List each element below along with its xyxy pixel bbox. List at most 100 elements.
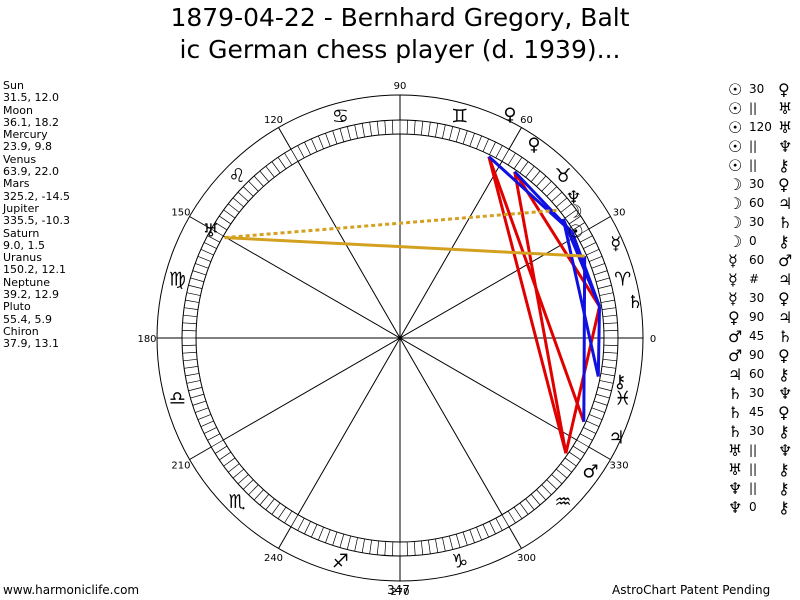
- aspect-symbol: 60: [749, 253, 765, 267]
- aspect-planet-2: ♀: [778, 175, 790, 194]
- degree-tick: [519, 161, 529, 174]
- aspect-line: [224, 236, 585, 258]
- position-value: 63.9, 22.0: [3, 165, 59, 179]
- degree-tick: [237, 191, 249, 202]
- degree-tick: [332, 531, 338, 546]
- degree-tick: [525, 498, 535, 511]
- degree-tick: [284, 152, 293, 166]
- degree-tick: [519, 502, 529, 515]
- degree-tick: [476, 135, 482, 149]
- sign-divider: [508, 127, 522, 150]
- degree-tick: [462, 531, 468, 546]
- degree-tick: [551, 474, 563, 485]
- degree-tick: [597, 387, 612, 392]
- degree-tick: [369, 122, 372, 137]
- zodiac-sign-glyph: ♉: [554, 165, 571, 187]
- aspect-symbol: #: [749, 272, 760, 286]
- degree-tick: [325, 529, 331, 543]
- degree-tick: [435, 538, 439, 553]
- degree-tick: [297, 145, 305, 159]
- zodiac-sign-glyph: ♒: [554, 491, 571, 513]
- aspect-symbol: ||: [749, 481, 758, 495]
- degree-tick: [501, 514, 510, 527]
- degree-tick: [596, 277, 610, 283]
- planet-glyph-uranus: ♅: [203, 221, 219, 242]
- degree-tick: [219, 215, 232, 225]
- aspect-row: ☉ 30 ♀: [728, 80, 798, 99]
- aspect-planet-2: ♄: [778, 327, 793, 346]
- degree-label: 60: [520, 115, 533, 126]
- degree-tick: [192, 270, 207, 276]
- degree-tick: [304, 521, 311, 535]
- degree-tick: [183, 314, 198, 318]
- degree-tick: [277, 157, 287, 170]
- aspect-row: ☽ 60 ♃: [728, 194, 798, 213]
- degree-label: 120: [264, 115, 283, 126]
- degree-tick: [560, 463, 573, 473]
- degree-tick: [586, 420, 600, 427]
- chart-title-line-1: 1879-04-22 - Bernhard Gregory, Balt: [170, 3, 630, 32]
- degree-tick: [346, 126, 351, 141]
- zodiac-sign-glyph: ♋: [332, 105, 349, 127]
- degree-tick: [369, 539, 372, 554]
- position-name: Saturn: [3, 226, 40, 240]
- zodiac-sign-glyph: ♎: [169, 388, 186, 410]
- aspect-row: ☿ # ♃: [728, 270, 798, 289]
- aspect-planet-1: ♅: [728, 441, 743, 460]
- degree-tick: [572, 445, 586, 454]
- degree-tick: [376, 540, 380, 555]
- degree-tick: [591, 407, 605, 413]
- position-value: 31.5, 12.0: [3, 91, 59, 105]
- degree-tick: [495, 517, 503, 531]
- sign-divider: [508, 526, 522, 549]
- aspect-line: [561, 218, 601, 307]
- position-name: Sun: [3, 79, 24, 92]
- aspect-line: [487, 156, 568, 454]
- degree-tick: [197, 256, 211, 262]
- degree-tick: [183, 358, 198, 362]
- aspect-line: [561, 218, 600, 377]
- degree-tick: [600, 373, 615, 377]
- aspect-row: ♆ || ⚷: [728, 479, 798, 498]
- degree-tick: [435, 123, 439, 138]
- degree-tick: [232, 197, 244, 208]
- aspect-row: ♄ 30 ♆: [728, 384, 798, 403]
- aspect-row: ♂ 90 ♀: [728, 346, 798, 365]
- position-value: 325.2, -14.5: [3, 189, 70, 203]
- degree-tick: [489, 521, 496, 535]
- aspect-planet-2: ♂: [778, 251, 793, 270]
- aspect-line: [513, 171, 568, 454]
- aspect-row: ♄ 30 ⚷: [728, 422, 798, 441]
- degree-tick: [277, 506, 287, 519]
- degree-tick: [376, 121, 380, 136]
- degree-tick: [304, 141, 311, 155]
- aspect-planet-2: ♃: [778, 270, 793, 289]
- degree-tick: [200, 420, 214, 427]
- degree-tick: [597, 284, 612, 289]
- degree-tick: [242, 186, 254, 197]
- position-name: Uranus: [3, 251, 42, 265]
- degree-tick: [346, 535, 351, 550]
- degree-tick: [311, 524, 318, 538]
- degree-tick: [190, 393, 204, 399]
- planet-positions-list: Sun 31.5, 12.0 Moon 36.1, 18.2 Mercury 23.9, …: [3, 79, 70, 351]
- sign-divider: [278, 526, 292, 549]
- degree-tick: [541, 484, 552, 496]
- website-link[interactable]: www.harmoniclife.com: [3, 583, 140, 597]
- degree-tick: [513, 157, 523, 170]
- degree-tick: [361, 123, 365, 138]
- degree-tick: [602, 358, 617, 362]
- degree-tick: [188, 284, 203, 289]
- aspect-symbol: 0: [749, 234, 757, 248]
- degree-tick: [227, 463, 240, 473]
- degree-tick: [188, 387, 203, 392]
- aspect-planet-1: ☉: [728, 156, 743, 175]
- degree-tick: [413, 120, 416, 135]
- degree-tick: [428, 122, 431, 137]
- position-name: Mars: [3, 177, 30, 191]
- degree-tick: [182, 322, 197, 325]
- degree-tick: [469, 133, 475, 147]
- degree-tick: [207, 433, 221, 441]
- degree-tick: [214, 445, 228, 454]
- degree-tick: [455, 534, 461, 548]
